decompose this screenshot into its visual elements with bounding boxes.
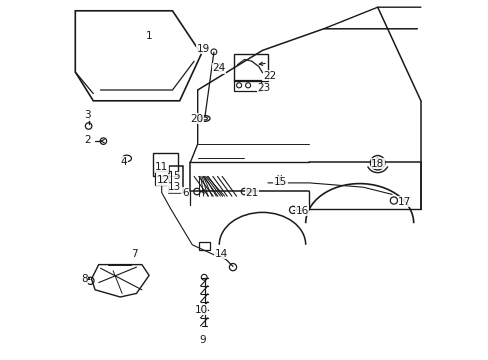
Text: 23: 23	[257, 83, 270, 93]
Text: 2: 2	[84, 135, 91, 145]
Bar	[233, 54, 267, 81]
Text: 7: 7	[131, 249, 138, 259]
Text: 1: 1	[145, 31, 152, 41]
Text: 16: 16	[295, 206, 308, 216]
Polygon shape	[91, 265, 149, 297]
Text: 11: 11	[155, 162, 168, 172]
Bar	[199, 242, 210, 250]
Text: 5: 5	[172, 171, 179, 181]
Text: 22: 22	[263, 71, 276, 81]
Bar	[168, 166, 183, 193]
Bar	[154, 171, 170, 185]
Bar	[152, 153, 178, 176]
Bar	[233, 80, 260, 91]
Text: 12: 12	[157, 175, 170, 185]
Text: 6: 6	[182, 188, 188, 198]
Text: 13: 13	[167, 182, 181, 192]
Text: 3: 3	[84, 110, 91, 120]
Text: 9: 9	[200, 335, 206, 345]
Text: 24: 24	[212, 63, 225, 73]
Text: 15: 15	[273, 177, 286, 187]
Text: 8: 8	[81, 274, 87, 284]
Text: 14: 14	[214, 249, 227, 259]
Polygon shape	[75, 11, 201, 101]
Text: 19: 19	[196, 44, 209, 54]
Text: 18: 18	[370, 159, 384, 169]
Text: 10: 10	[194, 305, 207, 315]
Text: 17: 17	[397, 197, 410, 207]
Text: 21: 21	[244, 188, 258, 198]
Text: 20: 20	[190, 114, 203, 124]
Text: 4: 4	[121, 157, 127, 167]
